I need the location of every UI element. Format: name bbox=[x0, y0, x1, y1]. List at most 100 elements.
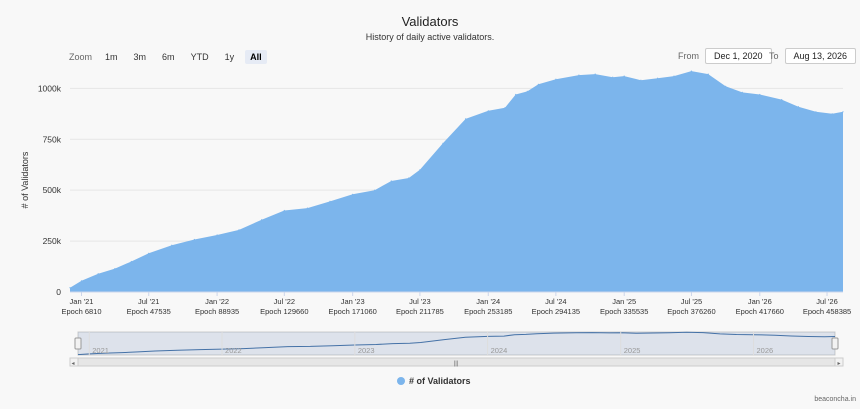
data-point bbox=[419, 169, 421, 171]
navigator-handle[interactable] bbox=[831, 337, 839, 350]
x-tick-epoch-label: Epoch 129660 bbox=[260, 307, 308, 316]
data-point bbox=[555, 78, 557, 80]
navigator-year-label: 2021 bbox=[92, 346, 109, 355]
x-tick-label: Jan '26 bbox=[748, 297, 772, 306]
zoom-button-6m[interactable]: 6m bbox=[162, 52, 175, 62]
data-point bbox=[831, 113, 833, 115]
x-tick-epoch-label: Epoch 335535 bbox=[600, 307, 648, 316]
x-tick-label: Jan '23 bbox=[341, 297, 365, 306]
scroll-left-arrow-icon[interactable]: ◂ bbox=[71, 361, 74, 367]
data-point bbox=[171, 244, 173, 246]
data-point bbox=[97, 273, 99, 275]
x-tick-epoch-label: Epoch 376260 bbox=[667, 307, 715, 316]
zoom-button-1m[interactable]: 1m bbox=[105, 52, 118, 62]
data-point bbox=[690, 70, 693, 72]
data-point bbox=[487, 110, 489, 112]
x-tick-label: Jul '23 bbox=[409, 297, 430, 306]
data-point bbox=[526, 90, 528, 92]
legend-marker bbox=[397, 377, 405, 385]
x-tick-label: Jul '24 bbox=[545, 297, 566, 306]
data-point bbox=[352, 193, 354, 195]
x-tick-epoch-label: Epoch 458385 bbox=[803, 307, 851, 316]
data-point bbox=[842, 111, 844, 113]
data-point bbox=[130, 260, 132, 263]
data-point bbox=[707, 73, 709, 75]
data-point bbox=[283, 209, 285, 212]
x-tick-epoch-label: Epoch 417660 bbox=[736, 307, 784, 316]
data-point bbox=[80, 280, 83, 282]
x-tick-label: Jan '25 bbox=[612, 297, 636, 306]
x-tick-label: Jul '21 bbox=[138, 297, 159, 306]
x-tick-label: Jan '24 bbox=[476, 297, 500, 306]
y-tick-label: 500k bbox=[43, 185, 62, 195]
data-point bbox=[594, 73, 596, 75]
data-point bbox=[725, 85, 727, 87]
data-point bbox=[329, 200, 331, 202]
data-point bbox=[673, 75, 675, 77]
data-point bbox=[537, 83, 540, 85]
y-axis-title: # of Validators bbox=[20, 151, 30, 208]
range-from-input[interactable]: Dec 1, 2020 bbox=[705, 48, 772, 64]
x-tick-label: Jan '22 bbox=[205, 297, 229, 306]
navigator-year-label: 2024 bbox=[491, 346, 508, 355]
navigator-year-label: 2022 bbox=[225, 346, 242, 355]
range-from: From Dec 1, 2020 bbox=[678, 48, 772, 64]
scroll-right-arrow-icon[interactable]: ▸ bbox=[837, 361, 840, 367]
x-tick-epoch-label: Epoch 47535 bbox=[127, 307, 171, 316]
data-point bbox=[69, 287, 71, 289]
navigator-handle[interactable] bbox=[74, 337, 82, 350]
data-point bbox=[148, 252, 150, 254]
data-point bbox=[374, 189, 376, 191]
zoom-button-all[interactable]: All bbox=[245, 50, 267, 64]
data-point bbox=[515, 93, 517, 96]
x-tick-label: Jul '22 bbox=[274, 297, 295, 306]
range-to: To Aug 13, 2026 bbox=[769, 48, 857, 64]
data-point bbox=[306, 207, 308, 209]
data-point bbox=[612, 76, 614, 78]
navigator-year-label: 2023 bbox=[358, 346, 375, 355]
y-tick-label: 1000k bbox=[38, 83, 62, 93]
data-point bbox=[193, 238, 195, 241]
navigator-scrollbar-thumb[interactable] bbox=[77, 357, 836, 367]
navigator-series-line bbox=[77, 331, 836, 356]
data-point bbox=[238, 229, 240, 231]
zoom-button-ytd[interactable]: YTD bbox=[190, 52, 209, 62]
data-point bbox=[390, 180, 392, 182]
x-tick-epoch-label: Epoch 253185 bbox=[464, 307, 512, 316]
data-point bbox=[781, 99, 783, 101]
zoom-button-1y[interactable]: 1y bbox=[224, 52, 235, 62]
data-point bbox=[114, 268, 116, 270]
x-tick-epoch-label: Epoch 211785 bbox=[396, 307, 444, 316]
range-to-input[interactable]: Aug 13, 2026 bbox=[784, 48, 857, 64]
y-tick-label: 750k bbox=[43, 134, 62, 144]
x-tick-label: Jul '25 bbox=[681, 297, 702, 306]
x-tick-epoch-label: Epoch 88935 bbox=[195, 307, 239, 316]
data-point bbox=[408, 177, 410, 179]
data-point bbox=[216, 234, 218, 236]
data-point bbox=[657, 77, 659, 79]
zoom-button-3m[interactable]: 3m bbox=[133, 52, 147, 62]
data-point bbox=[815, 111, 817, 113]
data-point bbox=[759, 93, 761, 96]
legend-item-validators[interactable]: # of Validators bbox=[409, 376, 471, 386]
data-point bbox=[741, 91, 743, 93]
data-point bbox=[442, 142, 444, 144]
x-tick-epoch-label: Epoch 171060 bbox=[328, 307, 376, 316]
data-point bbox=[640, 79, 642, 81]
credits-link[interactable]: beaconcha.in bbox=[814, 396, 856, 403]
data-point bbox=[797, 106, 800, 108]
y-tick-label: 250k bbox=[43, 236, 62, 246]
x-tick-label: Jan '21 bbox=[70, 297, 94, 306]
chart-subtitle: History of daily active validators. bbox=[365, 32, 495, 42]
data-point bbox=[261, 219, 263, 221]
navigator-year-label: 2026 bbox=[757, 346, 774, 355]
navigator-year-label: 2025 bbox=[624, 346, 641, 355]
chart-title: Validators bbox=[401, 14, 459, 29]
x-tick-epoch-label: Epoch 6810 bbox=[61, 307, 101, 316]
range-from-label: From bbox=[678, 51, 699, 61]
range-to-label: To bbox=[769, 51, 779, 61]
y-tick-label: 0 bbox=[56, 287, 61, 297]
zoom-controls: Zoom 1m 3m 6m YTD 1y All bbox=[69, 50, 273, 64]
data-point bbox=[504, 107, 506, 109]
